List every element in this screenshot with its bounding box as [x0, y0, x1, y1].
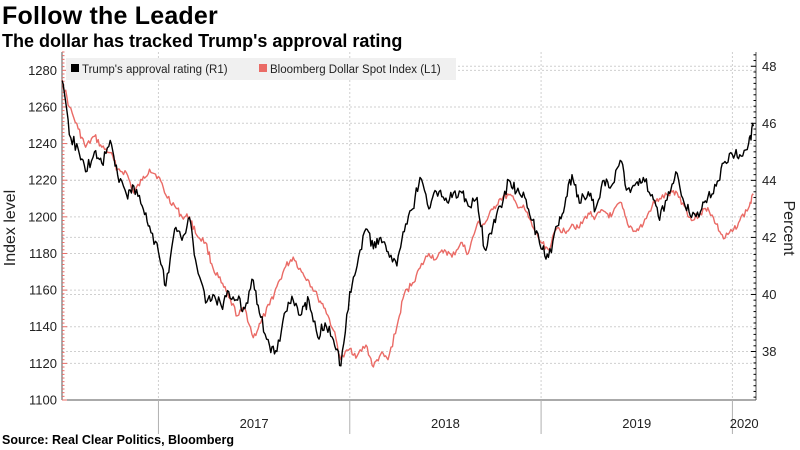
right-tick-label: 48 [762, 59, 776, 74]
series-lines [61, 79, 755, 368]
left-tick-label: 1180 [29, 246, 57, 261]
x-tick-label-2020: 2020 [730, 416, 759, 431]
right-axis-label: Percent [780, 200, 797, 256]
chart-subtitle: The dollar has tracked Trump's approval … [2, 31, 403, 51]
right-tick-label: 44 [762, 173, 776, 188]
series-line-1 [61, 79, 754, 368]
legend-swatch-approval [71, 64, 79, 72]
legend-label-dollar: Bloomberg Dollar Spot Index (L1) [270, 64, 441, 76]
left-tick-label: 1100 [29, 393, 57, 408]
left-axis-label: Index level [2, 190, 19, 267]
left-tick-label: 1120 [29, 356, 57, 371]
right-tick-label: 42 [762, 230, 776, 245]
legend: Trump's approval rating (R1) Bloomberg D… [66, 58, 456, 80]
left-tick-label: 1140 [29, 319, 57, 334]
gridlines [62, 52, 756, 400]
source-note: Source: Real Clear Politics, Bloomberg [2, 433, 235, 447]
right-tick-label: 40 [762, 287, 776, 302]
left-tick-label: 1160 [29, 283, 57, 298]
left-tick-label: 1260 [28, 99, 57, 114]
right-tick-label: 46 [762, 116, 776, 131]
axes: 1100 1120 1140 1160 1180 1200 1220 1240 1260 1280… [28, 51, 776, 434]
legend-label-approval: Trump's approval rating (R1) [82, 64, 228, 76]
x-tick-label-2018: 2018 [431, 416, 460, 431]
x-tick-label-2017: 2017 [240, 416, 269, 431]
left-tick-label: 1240 [28, 136, 57, 151]
series-line-0 [61, 80, 755, 367]
left-tick-label: 1200 [28, 209, 57, 224]
legend-swatch-dollar [259, 64, 267, 72]
left-tick-label: 1220 [28, 173, 57, 188]
chart-title: Follow the Leader [2, 2, 218, 30]
x-tick-label-2019: 2019 [622, 416, 651, 431]
left-tick-label: 1280 [28, 63, 57, 78]
right-tick-label: 38 [762, 344, 776, 359]
